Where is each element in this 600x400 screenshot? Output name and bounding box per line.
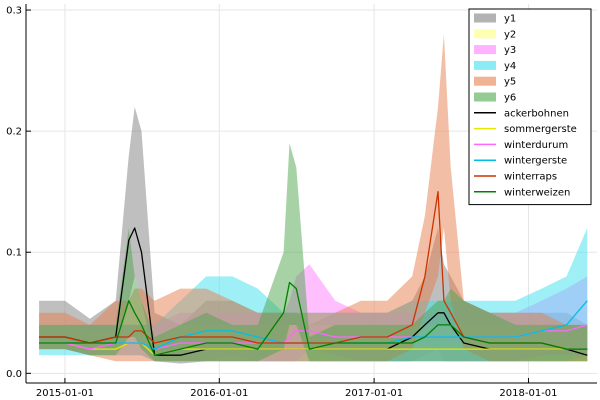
band-y6 — [39, 143, 588, 362]
legend-label: wintergerste — [504, 156, 567, 167]
x-tick-label: 2015-01-01 — [36, 388, 94, 399]
legend-swatch — [474, 92, 496, 102]
legend-swatch — [474, 13, 496, 23]
legend-label: winterweizen — [504, 187, 570, 198]
legend-label: y5 — [504, 77, 516, 88]
x-tick-label: 2018-01-01 — [499, 388, 557, 399]
series-line-layer — [39, 191, 588, 356]
axes: 0.0 0.1 0.2 0.3 2015-01-01 2016-01-01 2017-01-… — [6, 4, 597, 399]
legend-label: sommergerste — [504, 124, 577, 135]
legend-swatch — [474, 60, 496, 70]
x-tick-label: 2016-01-01 — [190, 388, 248, 399]
legend: y1 y2 y3 y4 y5 y6 ackerbohnen sommergerste winte… — [468, 8, 592, 206]
legend-box — [468, 8, 592, 206]
y-tick-label: 0.3 — [6, 6, 22, 17]
y-tick-label: 0.1 — [6, 248, 22, 259]
legend-swatch — [474, 76, 496, 86]
legend-label: y3 — [504, 45, 516, 56]
legend-swatch — [474, 45, 496, 55]
legend-label: y2 — [504, 29, 516, 40]
legend-label: winterdurum — [504, 140, 568, 151]
legend-label: winterraps — [504, 172, 557, 183]
legend-swatch — [474, 29, 496, 39]
y-tick-label: 0.0 — [6, 369, 22, 380]
y-tick-label: 0.2 — [6, 127, 22, 138]
x-tick-label: 2017-01-01 — [345, 388, 403, 399]
series-line-winterweizen — [39, 281, 588, 356]
band-y5 — [39, 34, 588, 362]
legend-label: y1 — [504, 14, 516, 25]
legend-label: y4 — [504, 61, 516, 72]
legend-label: ackerbohnen — [504, 108, 569, 119]
legend-label: y6 — [504, 93, 516, 104]
